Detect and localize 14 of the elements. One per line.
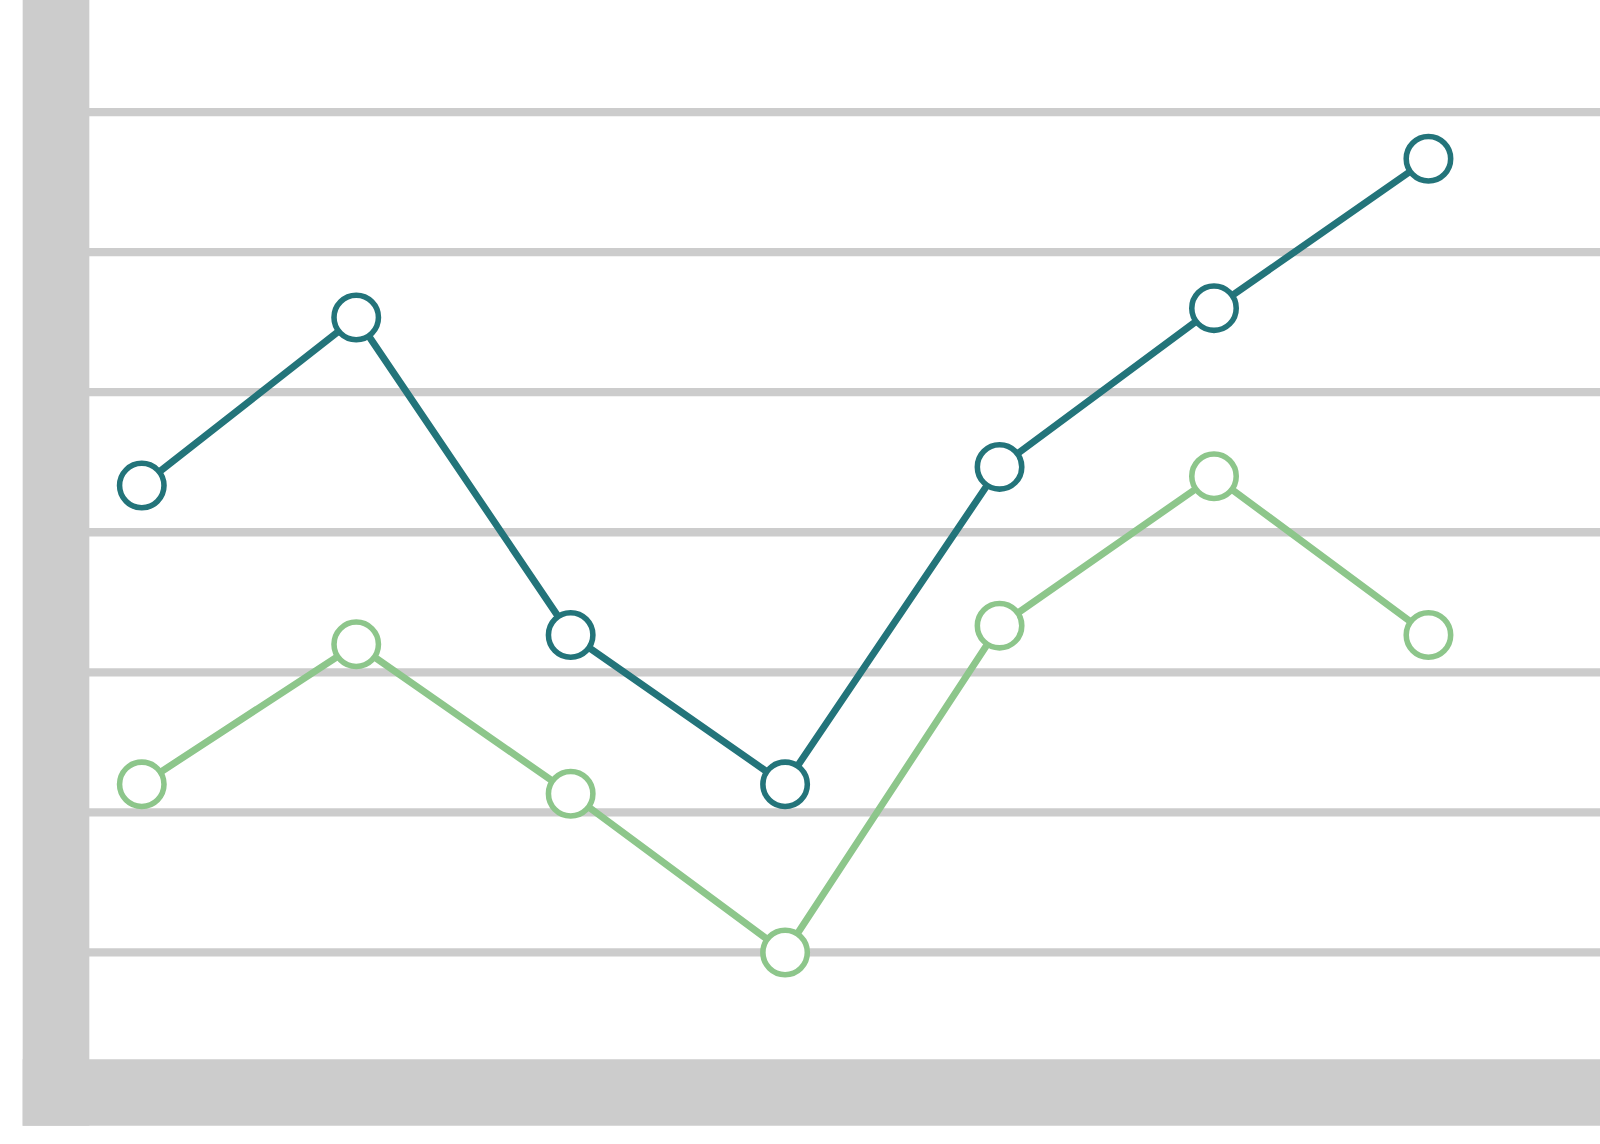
point [760,927,811,978]
point [760,759,811,810]
point [974,441,1025,492]
point [545,768,596,819]
point [331,292,382,343]
point [1189,283,1239,334]
point [974,600,1025,651]
point [116,460,167,511]
point [1403,133,1454,184]
point [1403,609,1454,660]
point [331,619,382,670]
point [1189,451,1239,502]
point [545,609,596,660]
point [116,759,167,810]
